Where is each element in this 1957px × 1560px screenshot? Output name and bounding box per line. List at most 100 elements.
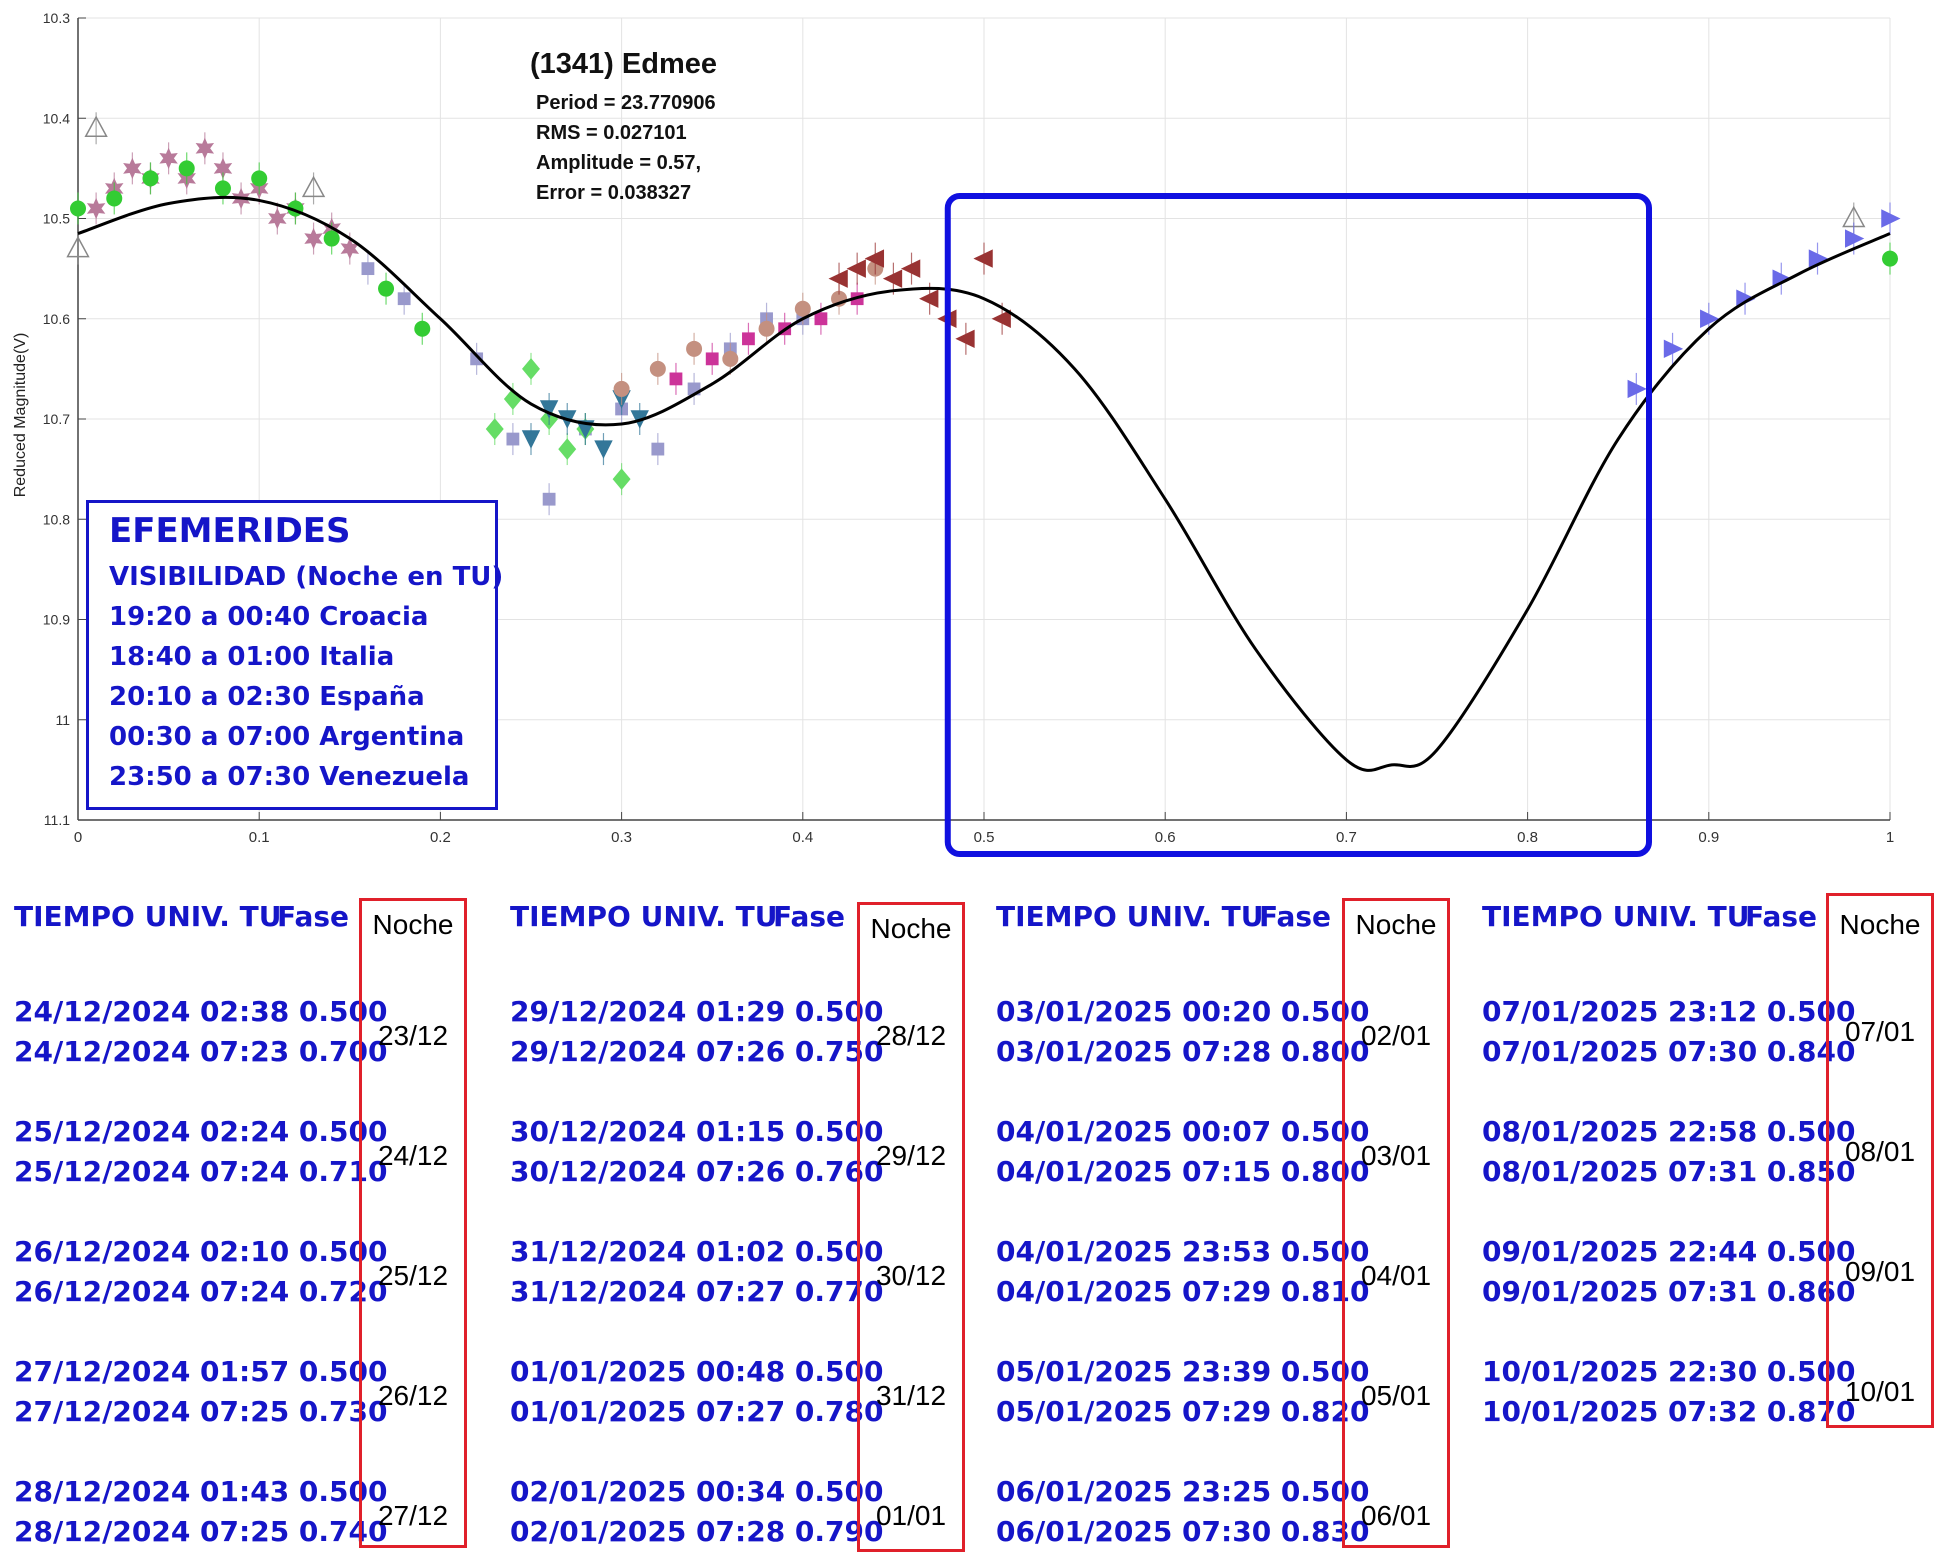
table-row: 01/01/2025 00:48 0.500 — [510, 1355, 884, 1388]
header-night: Noche — [372, 909, 454, 940]
data-point — [1808, 249, 1829, 268]
night-value: 27/12 — [377, 1500, 449, 1531]
table-row: 24/12/2024 02:38 0.500 — [14, 995, 388, 1028]
night-value: 01/01 — [875, 1500, 947, 1531]
data-point — [613, 380, 630, 397]
data-point — [612, 468, 631, 490]
efemerides-line: 20:10 a 02:30 España — [109, 682, 425, 712]
efemerides-line: 00:30 a 07:00 Argentina — [109, 722, 465, 752]
table-row: 05/01/2025 23:39 0.500 — [996, 1355, 1370, 1388]
data-point — [485, 418, 504, 440]
efemerides-line: 19:20 a 00:40 Croacia — [109, 602, 429, 632]
x-tick-label: 0.6 — [1155, 829, 1176, 846]
chart-axes: 0 0.1 0.2 0.3 0.4 0.5 0.6 0.7 0.8 0.9 1 10.3 10.4 10.… — [43, 10, 1894, 846]
data-point — [1663, 339, 1684, 359]
data-point — [214, 180, 231, 197]
table-row: 03/01/2025 07:28 0.800 — [996, 1035, 1370, 1068]
table-row: 04/01/2025 07:29 0.810 — [996, 1275, 1370, 1308]
data-point — [705, 352, 719, 366]
data-point — [142, 170, 159, 187]
table-row: 09/01/2025 22:44 0.500 — [1482, 1235, 1856, 1268]
x-tick-label: 0.2 — [430, 829, 451, 846]
table-row: 25/12/2024 07:24 0.710 — [14, 1155, 388, 1188]
data-point — [594, 440, 613, 459]
y-tick-label: 10.8 — [43, 511, 70, 527]
data-point — [1882, 250, 1898, 267]
table-row: 04/01/2025 23:53 0.500 — [996, 1235, 1370, 1268]
night-box: Noche 02/01 03/01 04/01 05/01 06/01 — [1342, 898, 1450, 1548]
data-point — [361, 262, 375, 276]
y-tick-label: 10.7 — [43, 411, 70, 427]
data-point — [470, 352, 484, 366]
efemerides-line: 23:50 a 07:30 Venezuela — [109, 762, 470, 792]
data-point — [66, 235, 90, 258]
table-column: TIEMPO UNIV. TU Fase 29/12/2024 01:29 0.50… — [510, 900, 990, 1560]
table-row: 28/12/2024 07:25 0.740 — [14, 1515, 388, 1548]
x-tick-label: 0.9 — [1698, 829, 1719, 846]
data-point — [304, 227, 323, 250]
data-point — [814, 312, 828, 326]
data-point — [864, 249, 885, 268]
night-value: 26/12 — [377, 1380, 449, 1411]
night-value: 05/01 — [1360, 1380, 1432, 1411]
chart-title: (1341) Edmee — [530, 48, 717, 80]
fit-curve — [77, 195, 1891, 772]
table-row: 04/01/2025 07:15 0.800 — [996, 1155, 1370, 1188]
data-point — [882, 269, 903, 288]
header-time: TIEMPO UNIV. TU — [996, 900, 1264, 933]
data-point — [794, 300, 811, 317]
data-point — [669, 372, 683, 386]
header-phase: Fase — [277, 900, 350, 933]
table-row: 03/01/2025 00:20 0.500 — [996, 995, 1370, 1028]
x-tick-label: 0.1 — [249, 829, 270, 846]
table-column: TIEMPO UNIV. TU Fase 07/01/2025 23:12 0.50… — [1482, 900, 1957, 1560]
table-column: TIEMPO UNIV. TU Fase 24/12/2024 02:38 0.50… — [14, 900, 494, 1560]
table-row: 06/01/2025 07:30 0.830 — [996, 1515, 1370, 1548]
error-text: Error = 0.038327 — [536, 182, 692, 204]
data-point — [86, 197, 106, 220]
night-value: 09/01 — [1844, 1256, 1916, 1287]
data-point — [649, 360, 666, 377]
header-time: TIEMPO UNIV. TU — [14, 900, 282, 933]
data-point — [1700, 309, 1720, 328]
y-tick-label: 10.6 — [43, 311, 70, 327]
chart-points — [66, 112, 1901, 516]
data-point — [558, 438, 577, 460]
night-value: 28/12 — [875, 1020, 947, 1051]
night-value: 08/01 — [1844, 1136, 1916, 1167]
x-tick-label: 0.7 — [1336, 829, 1357, 846]
amplitude-text: Amplitude = 0.57, — [536, 152, 702, 174]
data-point — [900, 259, 921, 278]
y-tick-label: 10.4 — [43, 110, 70, 126]
data-point — [542, 492, 556, 506]
night-box: Noche 07/01 08/01 09/01 10/01 — [1826, 893, 1934, 1428]
table-row: 26/12/2024 02:10 0.500 — [14, 1235, 388, 1268]
table-column: TIEMPO UNIV. TU Fase 03/01/2025 00:20 0.50… — [996, 900, 1476, 1560]
table-row: 31/12/2024 07:27 0.770 — [510, 1275, 884, 1308]
x-tick-label: 0.4 — [792, 829, 813, 846]
night-value: 07/01 — [1844, 1016, 1916, 1047]
rms-text: RMS = 0.027101 — [536, 122, 687, 144]
data-point — [522, 358, 540, 380]
data-point — [414, 320, 431, 337]
x-tick-label: 0 — [74, 829, 82, 846]
table-row: 28/12/2024 01:43 0.500 — [14, 1475, 388, 1508]
y-axis-label: Reduced Magnitude(V) — [12, 333, 29, 498]
lightcurve-chart: 0 0.1 0.2 0.3 0.4 0.5 0.6 0.7 0.8 0.9 1 10.3 10.4 10.… — [12, 10, 1901, 857]
table-row: 04/01/2025 00:07 0.500 — [996, 1115, 1370, 1148]
x-tick-label: 1 — [1886, 829, 1894, 846]
data-point — [70, 200, 86, 217]
efemerides-box: EFEMERIDES VISIBILIDAD (Noche en TU) 19:… — [86, 500, 503, 810]
data-point — [378, 280, 395, 297]
highlight-box — [944, 193, 1653, 857]
header-night: Noche — [1355, 909, 1437, 940]
table-row: 09/01/2025 07:31 0.860 — [1482, 1275, 1856, 1308]
data-point — [268, 207, 287, 230]
night-value: 31/12 — [875, 1380, 947, 1411]
table-row: 29/12/2024 01:29 0.500 — [510, 995, 884, 1028]
period-text: Period = 23.770906 — [536, 92, 716, 114]
night-value: 24/12 — [377, 1140, 449, 1171]
table-row: 25/12/2024 02:24 0.500 — [14, 1115, 388, 1148]
table-row: 26/12/2024 07:24 0.720 — [14, 1275, 388, 1308]
table-row: 02/01/2025 00:34 0.500 — [510, 1475, 884, 1508]
